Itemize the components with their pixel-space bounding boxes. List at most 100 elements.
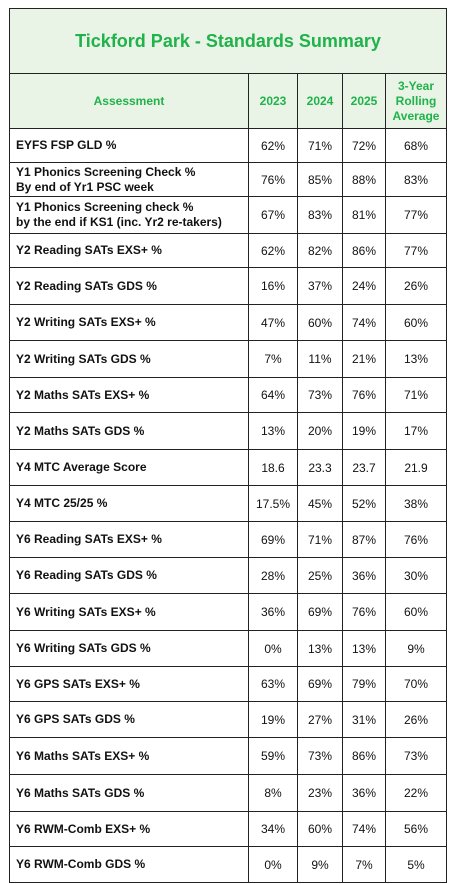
value-2023: 8% [248,774,298,812]
header-2023: 2023 [248,73,298,129]
value-2024: 60% [297,304,343,341]
value-2024: 25% [297,557,343,594]
assessment-label: Y2 Maths SATs GDS % [16,423,145,438]
table-row: Y6 RWM-Comb GDS % 0% 9% 7% 5% [9,846,448,883]
value-2024: 71% [297,128,343,163]
table-row: Y2 Maths SATs EXS+ % 64% 73% 76% 71% [9,377,448,413]
assessment-cell: Y6 Writing SATs EXS+ % [9,593,249,631]
standards-table: Tickford Park - Standards Summary Assess… [8,8,448,883]
assessment-cell: Y6 RWM-Comb EXS+ % [9,811,249,847]
assessment-label: Y2 Writing SATs EXS+ % [16,315,156,329]
value-rolling-average: 30% [384,557,448,594]
value-rolling-average: 21.9 [384,449,448,486]
value-2025: 72% [342,128,386,163]
assessment-label: Y6 GPS SATs GDS % [16,712,135,726]
assessment-label: Y1 Phonics Screening check % [16,200,194,214]
assessment-cell: Y1 Phonics Screening check % by the end i… [9,196,249,234]
assessment-label: Y6 Reading SATs EXS+ % [16,532,162,546]
value-2023: 0% [248,630,298,667]
assessment-cell: Y6 Writing SATs GDS % [9,630,249,667]
value-rolling-average: 22% [384,774,448,812]
value-2024: 37% [297,267,343,305]
value-rolling-average: 76% [384,521,448,558]
value-rolling-average: 26% [384,267,448,305]
value-rolling-average: 77% [384,196,448,234]
table-row: Y2 Writing SATs GDS % 7% 11% 21% 13% [9,340,448,378]
assessment-label: Y4 MTC 25/25 % [16,496,108,510]
assessment-label: Y2 Maths SATs EXS+ % [16,387,150,402]
value-rolling-average: 26% [384,701,448,738]
value-2025: 88% [342,162,386,197]
assessment-cell: EYFS FSP GLD % [9,128,249,163]
assessment-cell: Y1 Phonics Screening Check % By end of Yr… [9,162,249,197]
table-row: Y4 MTC 25/25 % 17.5% 45% 52% 38% [9,485,448,522]
value-2024: 27% [297,701,343,738]
value-rolling-average: 38% [384,485,448,522]
table-row: EYFS FSP GLD % 62% 71% 72% 68% [9,128,448,163]
assessment-cell: Y2 Reading SATs EXS+ % [9,233,249,268]
header-row: Assessment 2023 2024 2025 3-Year Rolling… [9,73,448,129]
value-2023: 16% [248,267,298,305]
value-2025: 23.7 [342,449,386,486]
value-2023: 36% [248,593,298,631]
value-2023: 67% [248,196,298,234]
value-2025: 21% [342,340,386,378]
assessment-cell: Y2 Maths SATs EXS+ % [9,377,249,413]
assessment-cell: Y2 Writing SATs GDS % [9,340,249,378]
assessment-cell: Y6 Reading SATs GDS % [9,557,249,594]
assessment-label: Y6 Maths SATs EXS+ % [16,748,150,763]
table-row: Y6 GPS SATs GDS % 19% 27% 31% 26% [9,701,448,738]
value-rolling-average: 5% [384,846,448,883]
value-2024: 83% [297,196,343,234]
table-row: Y2 Reading SATs EXS+ % 62% 82% 86% 77% [9,233,448,268]
assessment-label: Y6 Maths SATs GDS % [16,785,145,800]
assessment-label: Y6 RWM-Comb EXS+ % [16,821,151,836]
assessment-label: Y1 Phonics Screening Check % [16,164,196,179]
assessment-label: Y6 Writing SATs GDS % [16,641,151,655]
value-2025: 86% [342,737,386,775]
value-2024: 85% [297,162,343,197]
value-2023: 7% [248,340,298,378]
table-row: Y6 GPS SATs EXS+ % 63% 69% 79% 70% [9,666,448,702]
value-rolling-average: 60% [384,304,448,341]
value-2025: 24% [342,267,386,305]
value-rolling-average: 71% [384,377,448,413]
value-2025: 87% [342,521,386,558]
assessment-label: Y6 RWM-Comb GDS % [16,857,146,871]
value-2024: 73% [297,737,343,775]
value-2023: 59% [248,737,298,775]
value-2023: 62% [248,233,298,268]
value-2023: 76% [248,162,298,197]
value-2023: 64% [248,377,298,413]
table-row: Y2 Maths SATs GDS % 13% 20% 19% 17% [9,412,448,450]
value-2024: 82% [297,233,343,268]
assessment-label: EYFS FSP GLD % [16,138,117,152]
value-rolling-average: 83% [384,162,448,197]
table-row: Y6 Writing SATs GDS % 0% 13% 13% 9% [9,630,448,667]
value-2023: 69% [248,521,298,558]
assessment-label: Y2 Reading SATs EXS+ % [16,243,162,257]
assessment-cell: Y4 MTC Average Score [9,449,249,486]
value-rolling-average: 70% [384,666,448,702]
value-2023: 18.6 [248,449,298,486]
assessment-label: Y6 GPS SATs EXS+ % [16,676,140,691]
value-2025: 74% [342,304,386,341]
value-2024: 69% [297,666,343,702]
header-rolling-average: 3-Year Rolling Average [384,73,448,129]
value-2025: 79% [342,666,386,702]
assessment-label: Y6 Reading SATs GDS % [16,568,157,582]
table-row: Y2 Writing SATs EXS+ % 47% 60% 74% 60% [9,304,448,341]
value-2023: 62% [248,128,298,163]
value-2025: 31% [342,701,386,738]
header-2025: 2025 [342,73,386,129]
table-row: Y1 Phonics Screening Check % By end of Yr… [9,162,448,197]
value-2025: 74% [342,811,386,847]
header-assessment: Assessment [9,73,249,129]
table-row: Y6 Reading SATs EXS+ % 69% 71% 87% 76% [9,521,448,558]
table-row: Y6 RWM-Comb EXS+ % 34% 60% 74% 56% [9,811,448,847]
table-row: Y1 Phonics Screening check % by the end i… [9,196,448,234]
value-2025: 76% [342,593,386,631]
value-2023: 13% [248,412,298,450]
value-rolling-average: 68% [384,128,448,163]
value-2024: 60% [297,811,343,847]
